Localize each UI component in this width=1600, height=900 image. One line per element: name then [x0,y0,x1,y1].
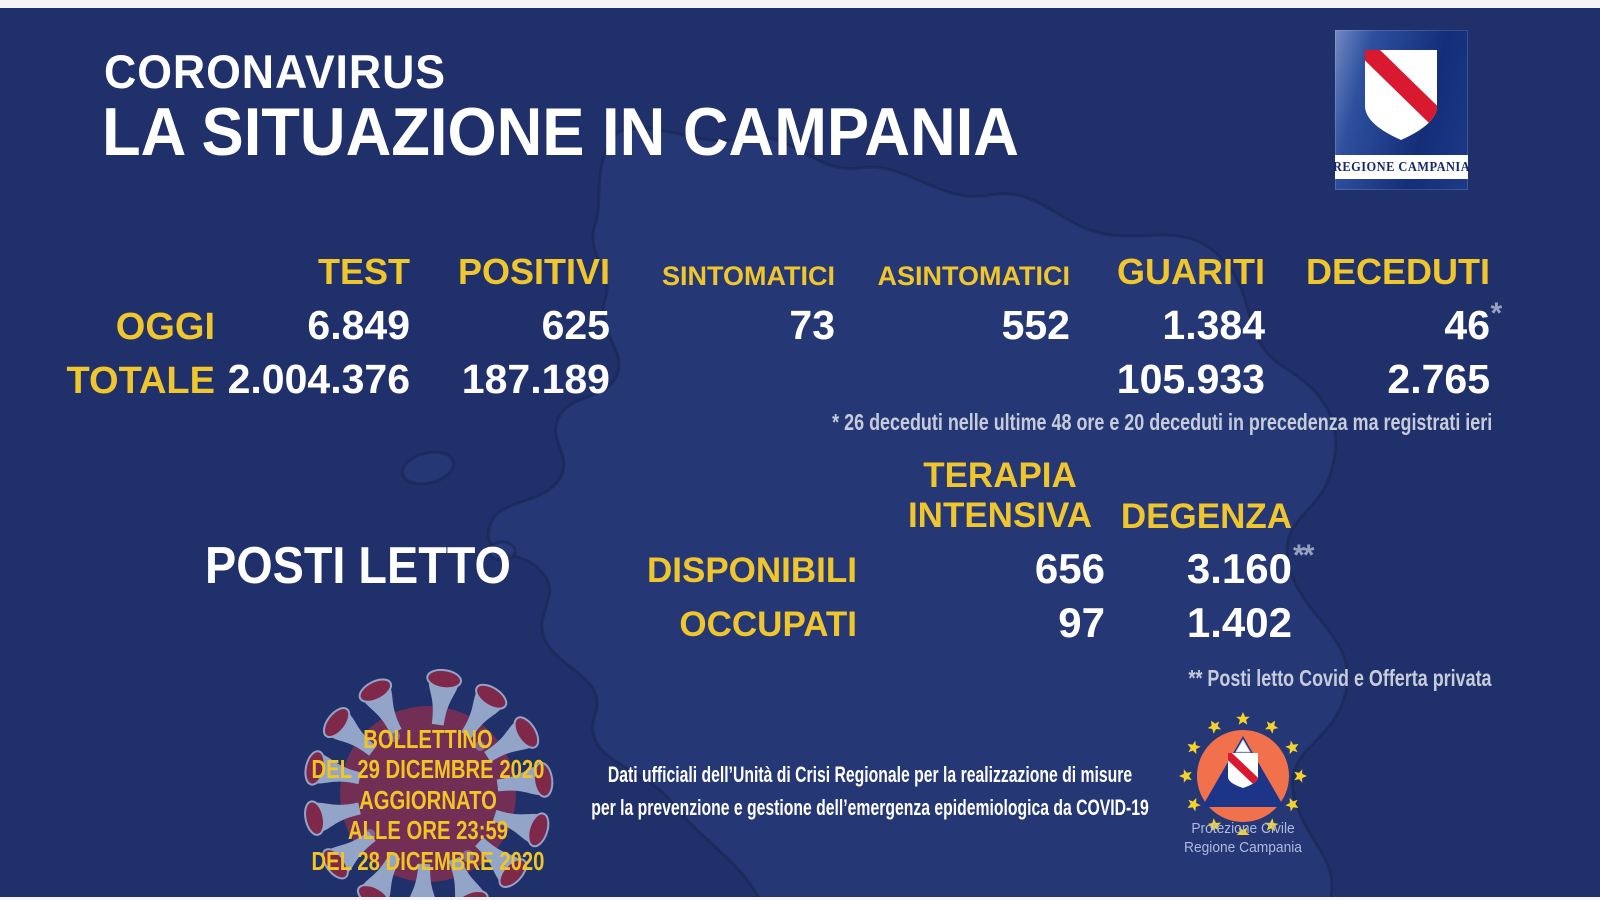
stats-header-test: TEST [317,251,410,292]
beds-header-terapia-intensiva: TERAPIA INTENSIVA [907,456,1093,536]
degenza-footnote-marker: ** [1293,539,1314,572]
totale-guariti-value: 105.933 [1116,356,1265,402]
virus-icon [304,668,554,900]
beds-footnote: ** Posti letto Covid e Offerta privata [1188,665,1492,691]
occupati-degenza-value: 1.402 [1186,599,1292,646]
beds-row-label-disponibili: DISPONIBILI [646,551,857,590]
beds-header-degenza: DEGENZA [1120,497,1292,536]
disponibili-degenza-value: 3.160 ** [1186,539,1315,592]
disponibili-terapia-intensiva-value: 656 [1034,545,1105,592]
oggi-test-value: 6.849 [307,302,410,348]
protezione-civile-logo [1179,712,1307,835]
regione-campania-label: REGIONE CAMPANIA [1332,159,1471,174]
stats-table: TEST POSITIVI SINTOMATICI ASINTOMATICI G… [60,246,1503,402]
beds-section-title: POSTI LETTO [205,537,511,595]
row-label-totale: TOTALE [66,360,215,402]
stats-header-asintomatici: ASINTOMATICI [877,261,1071,291]
oggi-asintomatici-value: 552 [1001,302,1070,348]
stats-header-sintomatici: SINTOMATICI [662,261,835,291]
stats-header-positivi: POSITIVI [457,251,610,292]
totale-test-value: 2.004.376 [227,356,410,402]
stats-header-guariti: GUARITI [1117,251,1265,292]
stats-header-deceduti: DECEDUTI [1305,251,1490,292]
page-title-kicker: CORONAVIRUS [104,45,447,98]
regione-campania-logo: REGIONE CAMPANIA [1332,30,1471,190]
oggi-positivi-value: 625 [541,302,610,348]
top-border [0,0,1600,8]
oggi-sintomatici-value: 73 [789,302,835,348]
oggi-deceduti-value: 46 * [1444,297,1502,348]
oggi-guariti-value: 1.384 [1162,302,1265,348]
deceduti-footnote-marker: * [1490,297,1502,330]
protezione-civile-label: Protezione Civile Regione Campania [1184,821,1302,856]
bulletin-date-block: BOLLETTINO DEL 29 DICEMBRE 2020 AGGIORNA… [311,724,545,876]
official-note: Dati ufficiali dell’Unità di Crisi Regio… [591,762,1149,821]
beds-row-label-occupati: OCCUPATI [679,605,857,644]
deceduti-footnote: * 26 deceduti nelle ultime 48 ore e 20 d… [831,409,1492,435]
totale-positivi-value: 187.189 [461,356,610,402]
totale-deceduti-value: 2.765 [1387,356,1490,402]
regione-campania-label-band: REGIONE CAMPANIA [1332,155,1471,179]
campania-shield-icon [1365,50,1437,140]
page-title: LA SITUAZIONE IN CAMPANIA [102,94,1019,170]
row-label-oggi: OGGI [115,306,215,348]
occupati-terapia-intensiva-value: 97 [1058,599,1105,646]
bottom-border [0,897,1600,900]
